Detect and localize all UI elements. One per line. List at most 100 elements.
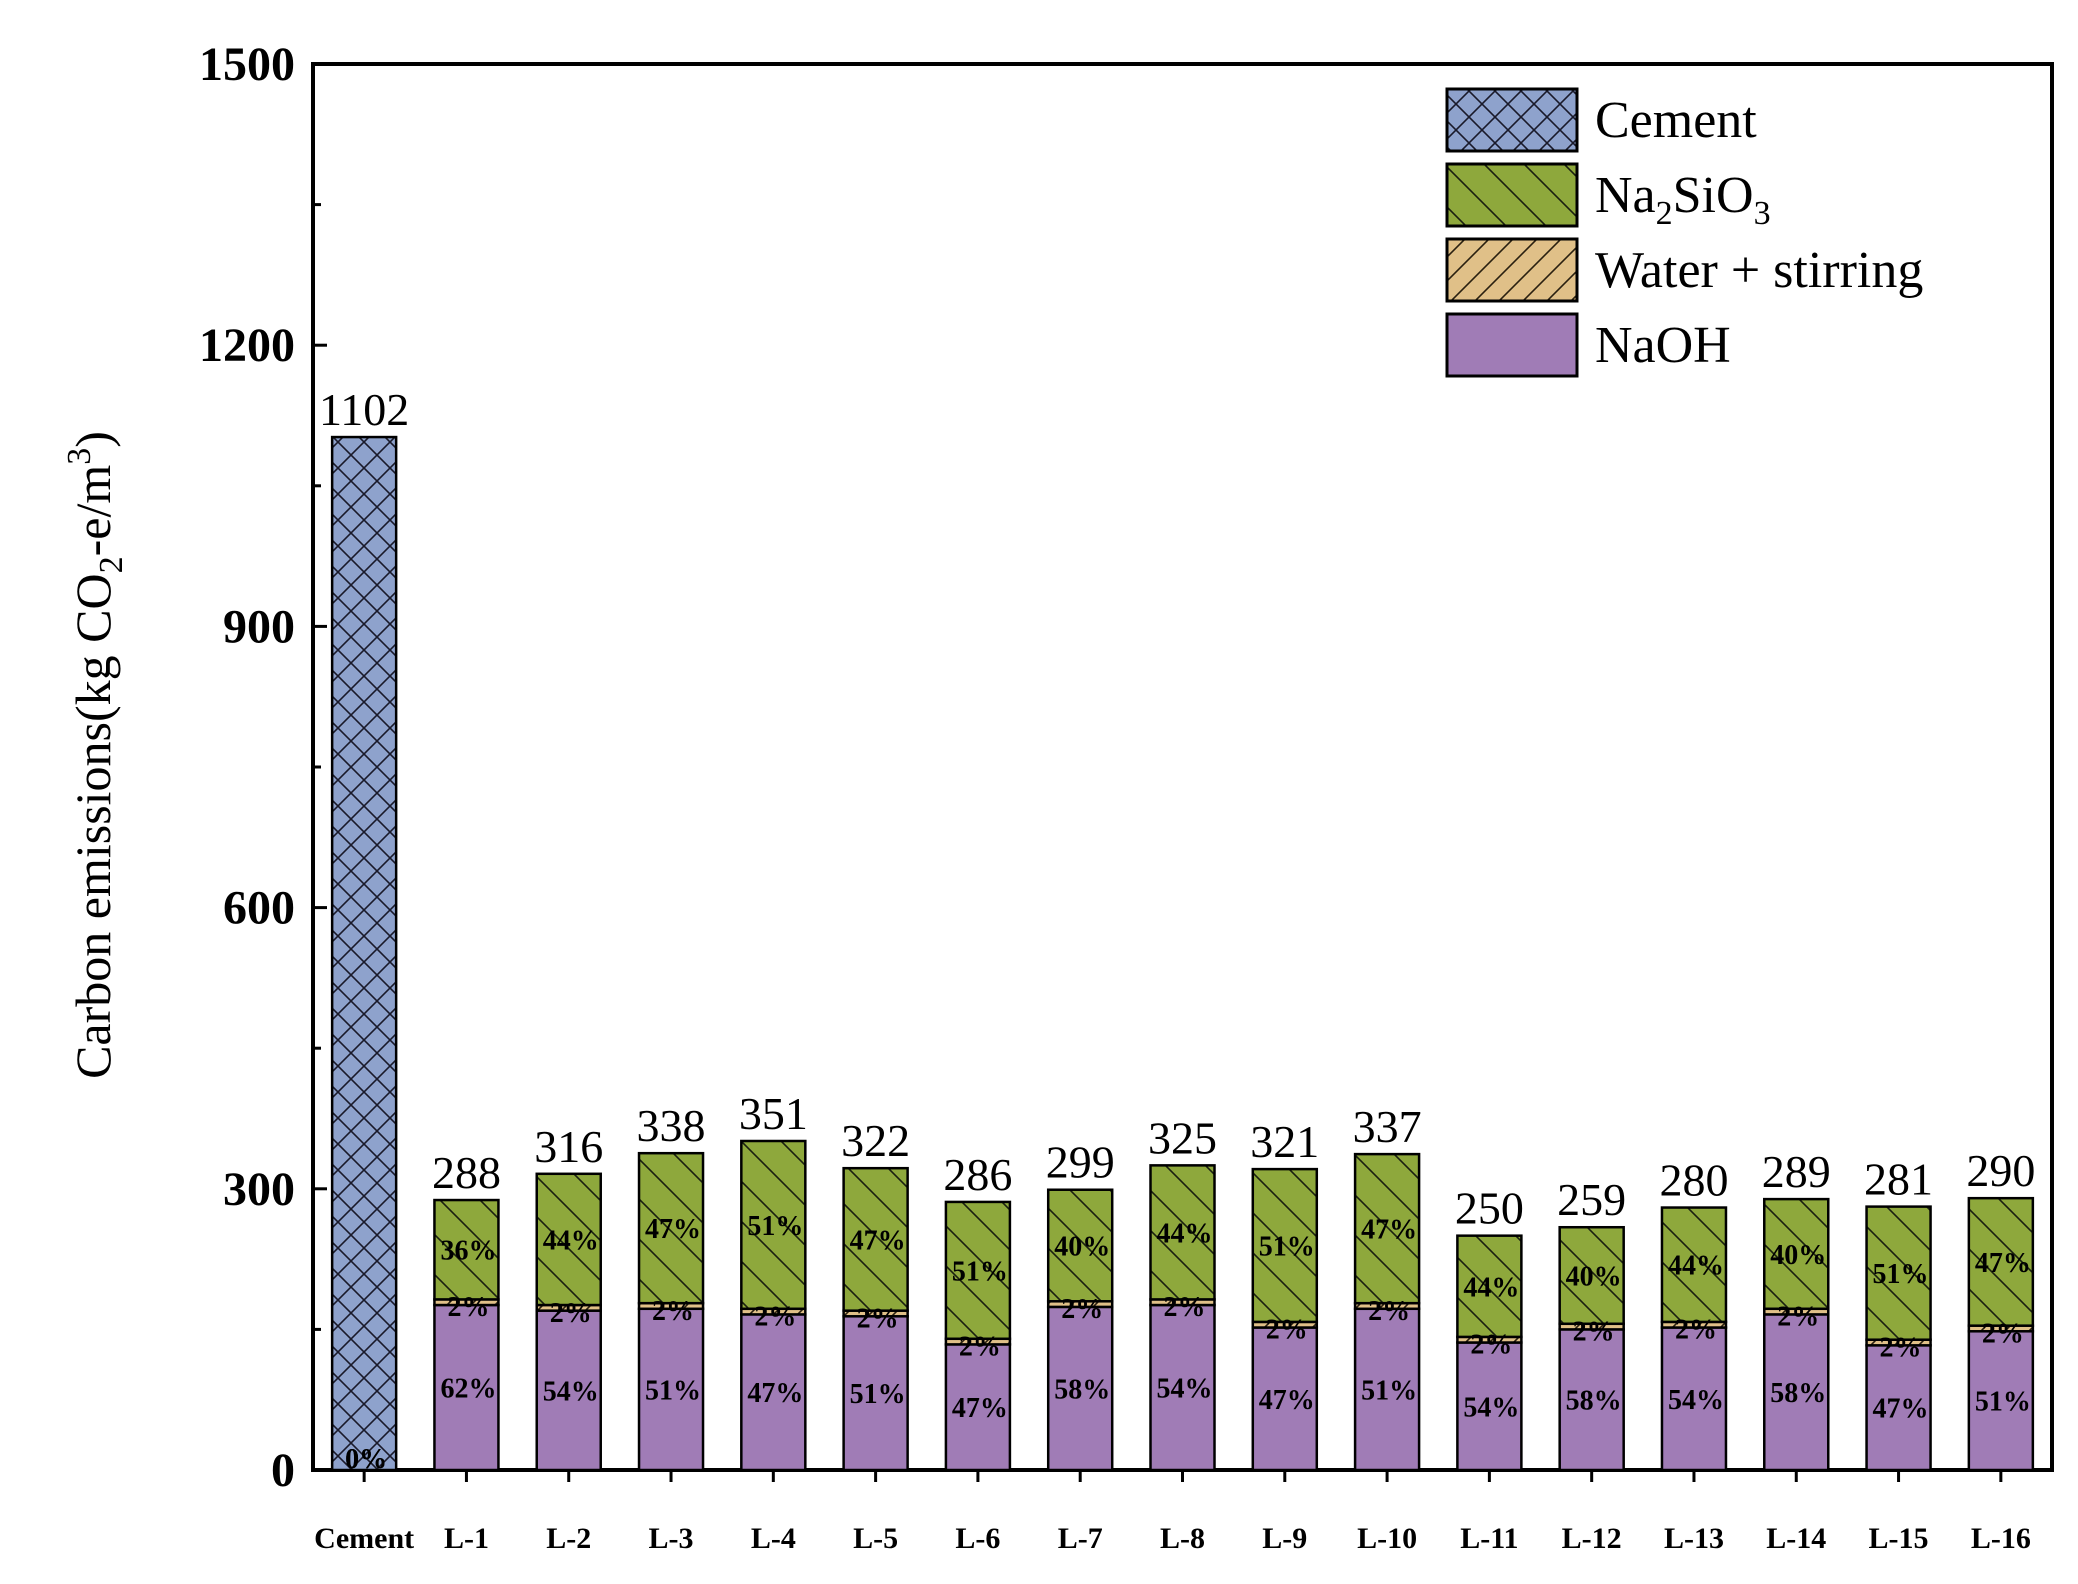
segment-percent-label: 54% <box>1668 1385 1724 1416</box>
bar-segment-na2sio3 <box>1967 1196 2035 1327</box>
legend-swatch <box>1445 87 1579 153</box>
x-tick-label: L-11 <box>1460 1522 1518 1555</box>
segment-percent-label: 0% <box>345 1444 387 1475</box>
bar-segment-na2sio3 <box>1353 1152 1421 1305</box>
x-tick-label: L-16 <box>1971 1522 2031 1555</box>
segment-percent-label: 58% <box>1770 1378 1826 1409</box>
x-tick-label: L-2 <box>546 1522 591 1555</box>
bar-segment-naoh <box>637 1307 705 1472</box>
legend-label: NaOH <box>1595 317 1731 374</box>
segment-percent-label: 54% <box>543 1376 599 1407</box>
x-tick-label: L-10 <box>1357 1522 1417 1555</box>
segment-percent-label: 47% <box>747 1378 803 1409</box>
bar-segment-na2sio3 <box>1456 1234 1523 1339</box>
y-tick-label: 0 <box>271 1444 295 1497</box>
bar-segment-naoh <box>1558 1328 1625 1472</box>
bar-segment-na2sio3 <box>740 1139 807 1311</box>
bar-segment-naoh <box>1967 1330 2035 1472</box>
segment-percent-label: 2% <box>959 1332 1001 1363</box>
bar-segment-na2sio3 <box>944 1200 1012 1341</box>
bar-total-label: 325 <box>1148 1112 1217 1163</box>
bar-total-label: 1102 <box>319 384 409 435</box>
bar-total-label: 338 <box>637 1100 706 1151</box>
segment-percent-label: 47% <box>1259 1385 1315 1416</box>
x-tick-label: L-4 <box>751 1522 796 1555</box>
legend-label: Na2SiO3 <box>1595 167 1771 232</box>
bar-segment-naoh <box>1149 1303 1216 1472</box>
segment-percent-label: 51% <box>1259 1232 1315 1263</box>
x-tick-label: L-13 <box>1664 1522 1724 1555</box>
bar-segment-naoh <box>1456 1341 1523 1472</box>
x-tick-label: L-12 <box>1562 1522 1622 1555</box>
segment-percent-label: 47% <box>1975 1248 2031 1279</box>
bar-total-label: 321 <box>1250 1116 1319 1167</box>
segment-percent-label: 36% <box>440 1236 496 1267</box>
bar-segment-naoh <box>1660 1326 1728 1472</box>
segment-percent-label: 51% <box>850 1379 906 1410</box>
bar-segment-cement <box>330 435 398 1472</box>
segment-percent-label: 44% <box>1463 1272 1519 1303</box>
segment-percent-label: 2% <box>1266 1315 1308 1346</box>
segment-percent-label: 51% <box>1975 1387 2031 1418</box>
bar-total-label: 281 <box>1864 1154 1933 1205</box>
segment-percent-label: 2% <box>652 1296 694 1327</box>
bar-total-label: 316 <box>534 1121 603 1172</box>
segment-percent-label: 2% <box>1777 1302 1819 1333</box>
bar-total-label: 289 <box>1762 1146 1831 1197</box>
segment-percent-label: 2% <box>1368 1296 1410 1327</box>
segment-percent-label: 58% <box>1054 1374 1110 1405</box>
segment-percent-label: 47% <box>850 1225 906 1256</box>
y-tick-label: 1500 <box>199 38 295 91</box>
bar-segment-na2sio3 <box>637 1151 705 1305</box>
segment-percent-label: 40% <box>1770 1240 1826 1271</box>
legend-label: Cement <box>1595 92 1757 149</box>
bars-group <box>330 435 2035 1472</box>
bar-total-label: 286 <box>943 1149 1012 1200</box>
bar-total-label: 322 <box>841 1115 910 1166</box>
bar-total-label: 250 <box>1455 1183 1524 1234</box>
segment-percent-label: 44% <box>1668 1251 1724 1282</box>
segment-percent-label: 62% <box>440 1374 496 1405</box>
segment-percent-label: 47% <box>1873 1394 1929 1425</box>
segment-percent-label: 2% <box>1982 1318 2024 1349</box>
bar-total-label: 280 <box>1659 1155 1728 1206</box>
bar-segment-na2sio3 <box>1251 1167 1319 1324</box>
segment-percent-label: 58% <box>1566 1386 1622 1417</box>
segment-percent-label: 51% <box>1361 1375 1417 1406</box>
segment-percent-label: 40% <box>1566 1262 1622 1293</box>
segment-percent-label: 2% <box>1675 1315 1717 1346</box>
bar-segment-naoh <box>433 1303 500 1472</box>
segment-percent-label: 51% <box>1873 1259 1929 1290</box>
y-tick-label: 600 <box>223 882 295 935</box>
x-tick-label: L-1 <box>444 1522 489 1555</box>
segment-percent-label: 2% <box>857 1303 899 1334</box>
segment-percent-label: 2% <box>1470 1330 1512 1361</box>
bar-segment-na2sio3 <box>1149 1164 1216 1301</box>
segment-percent-label: 0% <box>345 1444 387 1475</box>
bar-total-label: 337 <box>1353 1101 1422 1152</box>
segment-percent-label: 2% <box>1164 1292 1206 1323</box>
segment-percent-label: 2% <box>1573 1317 1615 1348</box>
segment-percent-label: 2% <box>754 1302 796 1333</box>
bar-total-label: 259 <box>1557 1174 1626 1225</box>
legend-swatch <box>1445 237 1579 303</box>
x-tick-label: L-8 <box>1160 1522 1205 1555</box>
segment-percent-label: 47% <box>645 1214 701 1245</box>
bar-segment-na2sio3 <box>535 1172 602 1307</box>
segment-percent-label: 2% <box>1880 1333 1922 1364</box>
segment-percent-label: 44% <box>1157 1218 1213 1249</box>
bar-segment-na2sio3 <box>433 1198 500 1301</box>
x-tick-label: L-9 <box>1262 1522 1307 1555</box>
bar-segment-na2sio3 <box>1865 1205 1932 1341</box>
segment-percent-label: 51% <box>952 1256 1008 1287</box>
segment-percent-label: 40% <box>1054 1232 1110 1263</box>
bar-total-label: 290 <box>1966 1145 2035 1196</box>
bar-segment-na2sio3 <box>1660 1206 1728 1324</box>
x-tick-label: L-3 <box>649 1522 694 1555</box>
y-axis-label: Carbon emissions(kg CO2-e/m3) <box>61 431 130 1079</box>
x-tick-label: L-15 <box>1869 1522 1929 1555</box>
segment-percent-label: 47% <box>1361 1215 1417 1246</box>
x-tick-label: L-14 <box>1766 1522 1826 1555</box>
segment-percent-label: 51% <box>747 1211 803 1242</box>
